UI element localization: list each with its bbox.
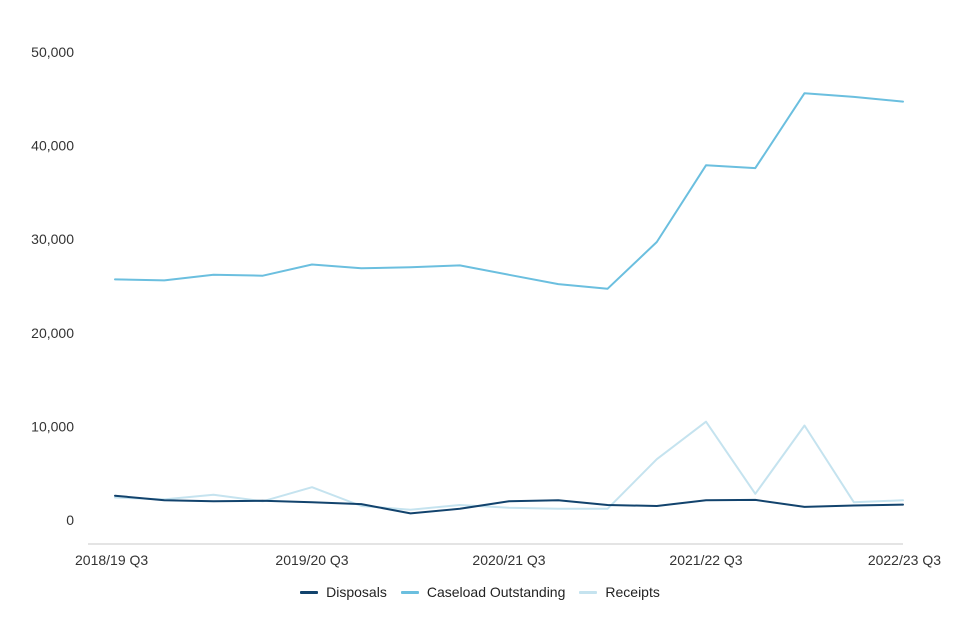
line-chart: 0 10,000 20,000 30,000 40,000 50,000 2018/19 … [31,44,941,568]
series-line-caseload-outstanding [114,92,904,290]
y-tick-label: 20,000 [31,325,74,341]
legend-label: Disposals [326,584,387,600]
x-tick-label: 2021/22 Q3 [669,552,742,568]
legend-swatch [579,590,598,594]
y-tick-label: 30,000 [31,231,74,247]
legend-item: Receipts [579,584,660,600]
x-tick-label: 2018/19 Q3 [75,552,148,568]
y-tick-label: 10,000 [31,418,74,434]
x-tick-label: 2022/23 Q3 [868,552,941,568]
legend-label: Caseload Outstanding [426,584,566,600]
series-line-disposals [114,494,904,515]
legend: Disposals Caseload Outstanding Receipts [0,584,960,600]
x-axis: 2018/19 Q3 2019/20 Q3 2020/21 Q3 2021/22 Q3… [75,543,941,568]
series-line-receipts [114,420,904,511]
legend-swatch [400,590,419,594]
y-tick-label: 40,000 [31,138,74,154]
legend-item: Disposals [300,584,387,600]
y-tick-label: 0 [66,512,74,528]
series-layer [114,92,904,515]
legend-label: Receipts [605,584,660,600]
legend-swatch [300,590,319,594]
legend-item: Caseload Outstanding [400,584,566,600]
x-tick-label: 2019/20 Q3 [275,552,348,568]
y-axis: 0 10,000 20,000 30,000 40,000 50,000 [31,44,74,528]
y-tick-label: 50,000 [31,44,74,60]
x-tick-label: 2020/21 Q3 [472,552,545,568]
